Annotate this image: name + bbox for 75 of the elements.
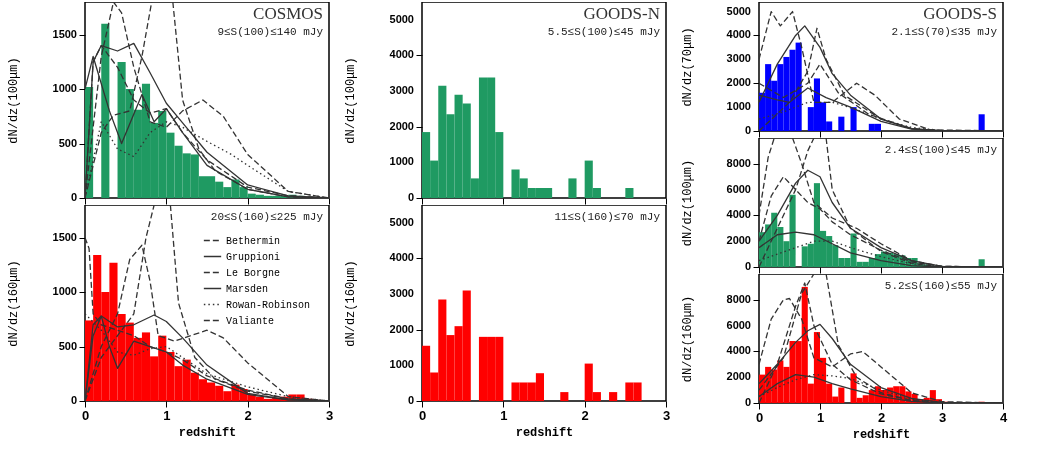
- y-tick-label: 1000: [52, 82, 77, 95]
- y-tick-label: 3000: [726, 52, 751, 65]
- x-tick-label: 4: [999, 409, 1008, 425]
- y-tick-label: 2000: [726, 370, 751, 383]
- text: 9≤S(100)≤140 mJy: [217, 26, 324, 38]
- y-axis-title: dN/dz(100μm): [343, 57, 358, 144]
- y-tick-label: 0: [70, 394, 77, 406]
- y-tick-label: 2000: [726, 234, 751, 247]
- y-tick-label: 2000: [389, 322, 414, 335]
- y-tick-label: 1000: [726, 100, 751, 113]
- text: 2.4≤S(100)≤45 mJy: [884, 144, 998, 156]
- y-tick-label: 1000: [389, 358, 414, 371]
- chart-title: GOODS-S: [923, 4, 997, 23]
- x-tick-label: 3: [662, 407, 671, 423]
- y-tick-label: 2000: [389, 119, 414, 132]
- y-tick-label: 8000: [726, 292, 751, 305]
- x-axis-title: redshift: [178, 425, 237, 440]
- x-tick-label: 2: [877, 409, 886, 425]
- y-tick-label: 0: [744, 124, 751, 136]
- y-tick-label: 5000: [389, 12, 414, 25]
- x-tick-label: 2: [244, 407, 252, 423]
- legend-label: Marsden: [226, 283, 269, 295]
- x-tick-label: 3: [325, 407, 334, 423]
- y-tick-label: 1000: [389, 155, 414, 168]
- y-tick-label: 4000: [726, 208, 751, 221]
- x-axis-title: redshift: [852, 427, 911, 442]
- y-tick-label: 2000: [726, 76, 751, 89]
- y-tick-label: 4000: [726, 28, 751, 41]
- x-axis-title: redshift: [515, 425, 574, 440]
- text: 11≤S(160)≤70 mJy: [554, 211, 661, 223]
- legend-label: Rowan-Robinson: [226, 299, 311, 311]
- y-tick-label: 3000: [389, 84, 414, 97]
- x-tick-label: 2: [581, 407, 589, 423]
- y-tick-label: 4000: [389, 48, 414, 61]
- y-tick-label: 500: [58, 339, 77, 352]
- y-axis-title: dN/dz(160μm): [680, 295, 695, 383]
- y-tick-label: 1500: [52, 230, 77, 243]
- legend-label: Bethermin: [226, 235, 281, 247]
- legend-label: Valiante: [226, 315, 275, 327]
- y-tick-label: 0: [744, 260, 751, 272]
- text: 5.2≤S(160)≤55 mJy: [884, 280, 998, 292]
- y-axis-title: dN/dz(100μm): [6, 57, 21, 144]
- y-tick-label: 1500: [52, 27, 77, 40]
- y-tick-label: 4000: [389, 251, 414, 264]
- x-tick-label: 0: [755, 409, 764, 425]
- y-tick-label: 1000: [52, 285, 77, 298]
- x-tick-label: 1: [500, 407, 508, 423]
- x-tick-label: 1: [816, 409, 825, 425]
- x-tick-label: 0: [418, 407, 427, 423]
- y-tick-label: 5000: [726, 4, 751, 17]
- y-axis-title: dN/dz(160μm): [343, 260, 358, 347]
- y-tick-label: 5000: [389, 215, 414, 228]
- y-tick-label: 8000: [726, 156, 751, 169]
- y-tick-label: 3000: [389, 287, 414, 300]
- x-tick-label: 0: [81, 407, 90, 423]
- legend-label: Gruppioni: [226, 251, 281, 263]
- y-tick-label: 0: [407, 394, 414, 406]
- y-tick-label: 4000: [726, 344, 751, 357]
- y-tick-label: 500: [58, 136, 77, 149]
- text: 2.1≤S(70)≤35 mJy: [891, 26, 998, 38]
- y-axis-title: dN/dz(70μm): [680, 27, 695, 107]
- text: 5.5≤S(100)≤45 mJy: [547, 26, 661, 38]
- y-tick-label: 6000: [726, 318, 751, 331]
- chart-title: COSMOS: [253, 4, 323, 23]
- chart-title: GOODS-N: [583, 4, 660, 23]
- x-tick-label: 1: [163, 407, 171, 423]
- text: 20≤S(160)≤225 mJy: [210, 211, 324, 223]
- y-tick-label: 0: [70, 191, 77, 203]
- x-tick-label: 3: [938, 409, 947, 425]
- y-tick-label: 6000: [726, 182, 751, 195]
- legend-label: Le Borgne: [226, 267, 281, 279]
- y-axis-title: dN/dz(160μm): [6, 260, 21, 347]
- y-axis-title: dN/dz(100μm): [680, 159, 695, 247]
- y-tick-label: 0: [744, 396, 751, 408]
- y-tick-label: 0: [407, 191, 414, 203]
